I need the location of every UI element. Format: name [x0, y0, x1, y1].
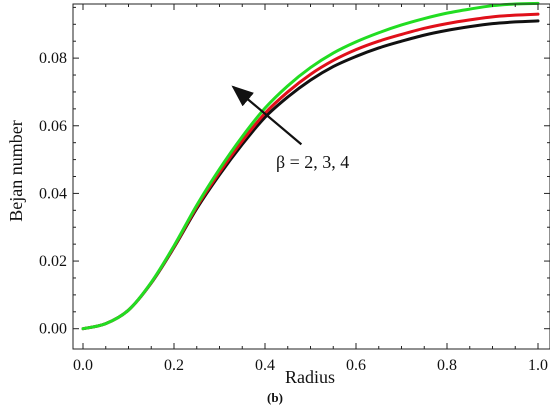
x-tick-label: 0.4 [255, 357, 275, 374]
y-tick-label: 0.00 [39, 321, 67, 338]
panel-label: (b) [267, 390, 283, 405]
x-tick-label: 1.0 [528, 357, 548, 374]
x-axis-ticks: 0.0 0.2 0.4 0.6 0.8 1.0 [73, 4, 548, 374]
y-tick-label: 0.06 [39, 118, 67, 135]
x-tick-label: 0.8 [437, 357, 457, 374]
series-layer [81, 1, 540, 331]
series-line-3 [81, 1, 540, 331]
annotation-arrow [231, 85, 303, 146]
x-tick-label: 0.2 [164, 357, 184, 374]
x-tick-label: 0.0 [73, 357, 93, 374]
x-tick-label: 0.6 [346, 357, 366, 374]
y-tick-label: 0.02 [39, 253, 67, 270]
plot-frame [72, 3, 550, 350]
annotation-label: β = 2, 3, 4 [276, 152, 349, 172]
y-tick-label: 0.04 [39, 185, 67, 202]
x-axis-title: Radius [285, 367, 335, 387]
y-axis-title: Bejan number [6, 120, 26, 221]
y-axis-ticks: 0.00 0.02 0.04 0.06 0.08 [39, 6, 550, 338]
y-tick-label: 0.08 [39, 50, 67, 67]
